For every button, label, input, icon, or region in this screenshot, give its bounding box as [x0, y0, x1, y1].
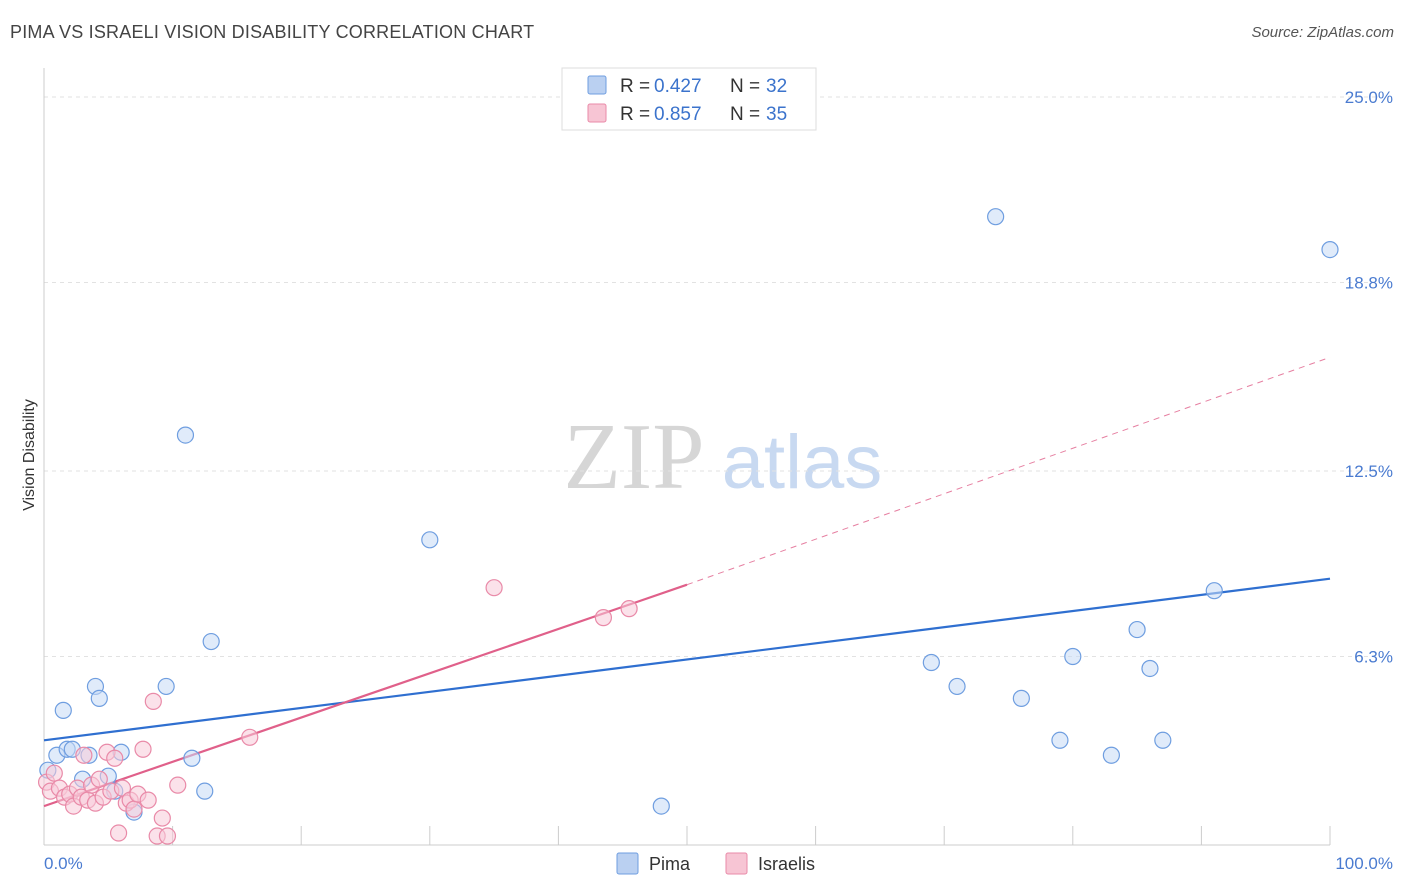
point-pima-24 — [1051, 731, 1069, 749]
point-pima-8 — [90, 689, 108, 707]
y-tick-label-3: 25.0% — [1345, 88, 1393, 107]
point-israelis-9 — [75, 746, 93, 764]
point-israelis-2 — [45, 764, 63, 782]
point-israelis-29 — [158, 827, 177, 845]
data-points — [37, 208, 1339, 845]
point-pima-23 — [1012, 689, 1030, 707]
x-tick-label-0: 0.0% — [44, 854, 83, 873]
legend-swatch-israelis — [587, 103, 607, 123]
legend-r-label-pima: R = — [620, 76, 650, 97]
point-pima-14 — [176, 426, 195, 444]
point-pima-26 — [1102, 746, 1120, 764]
bottom-legend-swatch-israelis — [725, 852, 748, 875]
trend-lines — [43, 356, 1331, 808]
point-israelis-17 — [106, 749, 124, 767]
y-tick-label-0: 6.3% — [1354, 648, 1393, 667]
gridlines — [44, 96, 1380, 658]
trend-line-extension-israelis — [686, 356, 1331, 586]
point-pima-27 — [1128, 620, 1146, 639]
watermark-atlas: atlas — [722, 420, 883, 505]
trend-line-pima — [43, 577, 1331, 742]
point-pima-31 — [1321, 240, 1339, 259]
legend-r-value-pima: 0.427 — [654, 76, 702, 97]
tick-labels: 6.3% 12.5% 18.8% 25.0% 0.0% 100.0% — [44, 88, 1393, 873]
bottom-legend-pima: Pima — [649, 854, 691, 874]
legend-n-label-pima: N = — [730, 76, 760, 97]
point-pima-30 — [1205, 582, 1223, 600]
point-pima-22 — [987, 208, 1005, 226]
legend-n-value-israelis: 35 — [766, 104, 787, 125]
point-israelis-33 — [594, 609, 613, 627]
bottom-legend-swatch-pima — [616, 852, 639, 875]
chart-title: PIMA VS ISRAELI VISION DISABILITY CORREL… — [10, 22, 535, 42]
x-tick-label-1: 100.0% — [1335, 854, 1393, 873]
point-pima-20 — [922, 653, 940, 672]
bottom-legend-israelis: Israelis — [758, 854, 815, 874]
point-pima-19 — [652, 797, 670, 815]
point-pima-16 — [196, 782, 214, 800]
point-israelis-30 — [169, 776, 187, 794]
y-axis-label: Vision Disability — [21, 399, 38, 511]
point-pima-17 — [202, 632, 220, 651]
point-pima-25 — [1064, 647, 1082, 666]
y-tick-label-1: 12.5% — [1345, 462, 1393, 481]
point-israelis-31 — [241, 728, 259, 746]
point-pima-15 — [183, 749, 201, 767]
watermark-zip: ZIP — [564, 405, 705, 509]
point-israelis-24 — [134, 740, 152, 758]
bottom-legend: Pima Israelis — [616, 852, 815, 875]
trend-line-israelis — [43, 583, 688, 808]
legend-r-label-israelis: R = — [620, 104, 650, 125]
point-pima-13 — [157, 677, 175, 696]
point-israelis-13 — [90, 770, 108, 788]
legend-swatch-pima — [587, 75, 607, 95]
legend-n-label-israelis: N = — [730, 104, 760, 125]
legend-n-value-pima: 32 — [766, 76, 787, 97]
legend-r-value-israelis: 0.857 — [654, 104, 702, 125]
y-tick-label-2: 18.8% — [1345, 274, 1393, 293]
point-pima-18 — [421, 531, 439, 549]
point-israelis-22 — [125, 800, 143, 818]
point-israelis-32 — [485, 579, 503, 597]
point-pima-28 — [1141, 659, 1159, 678]
legend: R = 0.427 N = 32 R = 0.857 N = 35 — [561, 67, 817, 131]
point-pima-21 — [948, 677, 966, 696]
source-label: Source: ZipAtlas.com — [1251, 24, 1394, 41]
point-israelis-18 — [109, 824, 128, 842]
axes — [43, 68, 1331, 846]
point-pima-2 — [54, 701, 72, 719]
point-israelis-25 — [139, 791, 157, 809]
point-israelis-26 — [144, 692, 162, 710]
point-pima-29 — [1154, 731, 1172, 749]
watermark: ZIP atlas — [564, 405, 883, 509]
point-israelis-28 — [153, 809, 171, 827]
point-israelis-34 — [620, 600, 638, 618]
